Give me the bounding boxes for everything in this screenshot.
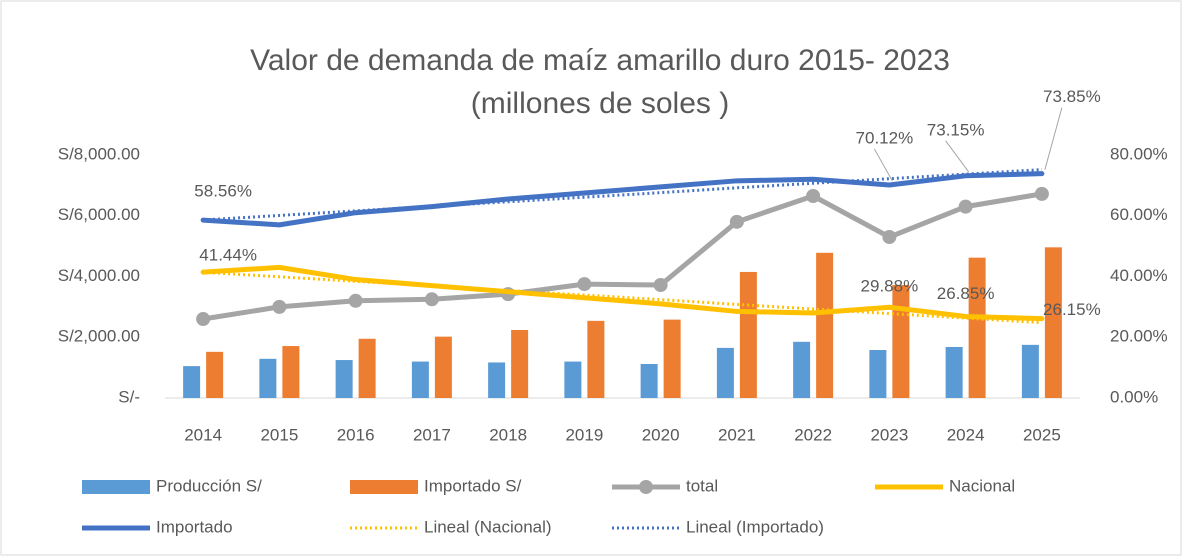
marker bbox=[882, 230, 897, 245]
bar bbox=[739, 271, 757, 398]
bar bbox=[816, 252, 834, 398]
legend-label: Lineal (Nacional) bbox=[424, 517, 552, 536]
x-tick-label: 2024 bbox=[947, 425, 985, 444]
data-label: 73.15% bbox=[927, 120, 985, 139]
bar bbox=[945, 346, 963, 398]
legend-label: Importado S/ bbox=[424, 476, 522, 495]
bar bbox=[892, 285, 910, 398]
leader-line bbox=[945, 140, 970, 173]
legend-label: total bbox=[686, 476, 718, 495]
y-tick-label: S/- bbox=[118, 387, 140, 406]
y2-tick-label: 20.00% bbox=[1110, 327, 1168, 346]
bar bbox=[511, 329, 529, 398]
x-tick-label: 2023 bbox=[870, 425, 908, 444]
data-label: 29.88% bbox=[861, 277, 919, 296]
bar bbox=[663, 319, 681, 398]
legend-label: Producción S/ bbox=[156, 476, 262, 495]
x-tick-label: 2018 bbox=[489, 425, 527, 444]
data-label: 26.85% bbox=[937, 284, 995, 303]
y-tick-label: S/2,000.00 bbox=[58, 327, 140, 346]
legend-swatch bbox=[82, 480, 150, 494]
line bbox=[200, 171, 1045, 228]
legend-label: Importado bbox=[156, 517, 233, 536]
bar bbox=[434, 336, 452, 398]
x-tick-label: 2022 bbox=[794, 425, 832, 444]
x-tick-label: 2025 bbox=[1023, 425, 1061, 444]
bar bbox=[183, 366, 201, 398]
bar bbox=[716, 347, 734, 398]
x-tick-label: 2019 bbox=[565, 425, 603, 444]
x-tick-label: 2015 bbox=[260, 425, 298, 444]
bar bbox=[968, 257, 986, 398]
marker bbox=[577, 277, 592, 292]
chart-title: Valor de demanda de maíz amarillo duro 2… bbox=[250, 44, 950, 77]
bar bbox=[1044, 247, 1062, 398]
x-tick-label: 2020 bbox=[642, 425, 680, 444]
y2-tick-label: 40.00% bbox=[1110, 266, 1168, 285]
bar bbox=[793, 341, 811, 398]
bar bbox=[411, 361, 429, 398]
y2-tick-label: 80.00% bbox=[1110, 144, 1168, 163]
marker bbox=[348, 293, 363, 308]
legend-label: Lineal (Importado) bbox=[686, 517, 824, 536]
marker bbox=[424, 292, 439, 307]
legend-label: Nacional bbox=[949, 476, 1015, 495]
bar bbox=[587, 320, 605, 398]
bar bbox=[206, 351, 224, 398]
bar bbox=[358, 338, 376, 398]
data-label: 41.44% bbox=[199, 246, 257, 265]
marker bbox=[1034, 186, 1049, 201]
bar bbox=[640, 363, 658, 398]
marker bbox=[958, 199, 973, 214]
marker bbox=[806, 189, 821, 204]
bar bbox=[1021, 344, 1039, 398]
trend-line bbox=[203, 270, 1042, 325]
bar bbox=[282, 346, 300, 398]
y-tick-label: S/6,000.00 bbox=[58, 205, 140, 224]
data-label: 73.85% bbox=[1043, 87, 1101, 106]
bar bbox=[259, 358, 277, 398]
leader-line bbox=[873, 148, 893, 182]
legend-swatch bbox=[350, 480, 418, 494]
marker bbox=[653, 278, 668, 293]
y-tick-label: S/4,000.00 bbox=[58, 266, 140, 285]
legend-marker bbox=[639, 480, 653, 494]
line bbox=[200, 191, 1045, 322]
data-label: 58.56% bbox=[194, 182, 252, 201]
x-tick-label: 2016 bbox=[337, 425, 375, 444]
data-label: 70.12% bbox=[856, 128, 914, 147]
x-tick-label: 2021 bbox=[718, 425, 756, 444]
x-tick-label: 2017 bbox=[413, 425, 451, 444]
leader-line bbox=[1044, 107, 1063, 170]
y2-tick-label: 0.00% bbox=[1110, 387, 1158, 406]
marker bbox=[729, 214, 744, 229]
x-tick-label: 2014 bbox=[184, 425, 222, 444]
bar bbox=[869, 350, 887, 398]
bar bbox=[335, 360, 353, 398]
chart-title: (millones de soles ) bbox=[471, 87, 729, 120]
line bbox=[200, 264, 1045, 322]
data-label: 26.15% bbox=[1043, 300, 1101, 319]
marker bbox=[196, 312, 211, 327]
trend-line bbox=[203, 168, 1042, 222]
bar bbox=[564, 361, 582, 398]
bar bbox=[488, 362, 506, 398]
y-tick-label: S/8,000.00 bbox=[58, 144, 140, 163]
marker bbox=[272, 299, 287, 314]
y2-tick-label: 60.00% bbox=[1110, 205, 1168, 224]
